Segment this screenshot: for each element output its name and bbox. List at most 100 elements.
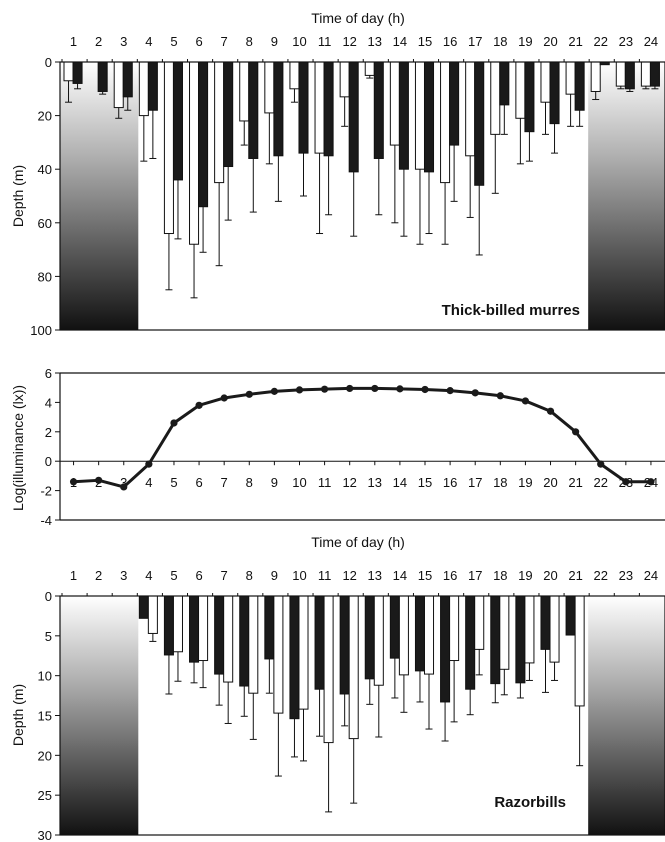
murres-x-tick-label: 2 — [95, 34, 102, 49]
illuminance-data-point — [346, 384, 354, 393]
murres-bar — [172, 61, 183, 181]
illuminance-x-tick-label: 21 — [568, 475, 582, 490]
illuminance-x-tick-label: 14 — [393, 475, 407, 490]
murres-bar — [113, 61, 124, 109]
razorbills-bar — [264, 595, 275, 660]
razorbills-x-tick-label: 16 — [443, 568, 457, 583]
murres-bar — [264, 61, 275, 114]
illuminance-data-point — [220, 394, 228, 402]
illuminance-x-axis-title: Time of day (h) — [311, 534, 405, 550]
razorbills-bar — [223, 595, 234, 683]
murres-bar — [163, 61, 174, 235]
illuminance-data-point — [320, 385, 329, 393]
razorbills-bar — [189, 595, 200, 663]
murres-night-shading — [60, 62, 139, 330]
razorbills-x-tick-label: 7 — [221, 568, 228, 583]
razorbills-y-tick-label: 30 — [38, 828, 52, 842]
murres-bar — [540, 61, 551, 103]
razorbills-x-tick-label: 20 — [543, 568, 557, 583]
murres-y-tick-label: 0 — [45, 55, 52, 70]
razorbills-x-tick-label: 2 — [95, 568, 102, 583]
razorbills-bar — [214, 595, 225, 675]
murres-night-shading — [588, 62, 665, 330]
murres-x-tick-label: 24 — [644, 34, 658, 49]
murres-x-tick-label: 7 — [221, 34, 228, 49]
murres-y-tick-label: 20 — [38, 109, 52, 124]
razorbills-bar — [499, 595, 510, 670]
murres-bar — [63, 61, 74, 82]
murres-bar — [465, 61, 476, 157]
murres-bar — [97, 61, 108, 92]
razorbills-bar — [323, 595, 334, 744]
illuminance-data-point — [295, 386, 304, 394]
razorbills-bar — [163, 595, 174, 656]
murres-y-tick-label: 40 — [38, 162, 52, 177]
razorbills-bar — [389, 595, 400, 659]
murres-bar — [138, 61, 149, 117]
murres-x-tick-label: 1 — [70, 34, 77, 49]
murres-bar — [389, 61, 400, 146]
murres-bar — [474, 61, 485, 186]
murres-y-axis-title: Depth (m) — [10, 165, 26, 227]
razorbills-x-tick-label: 18 — [493, 568, 507, 583]
murres-x-tick-label: 16 — [443, 34, 457, 49]
murres-bar — [189, 61, 200, 245]
illuminance-data-point — [421, 385, 429, 394]
murres-bar — [273, 61, 284, 157]
illuminance-x-tick-label: 6 — [195, 475, 202, 490]
razorbills-y-tick-label: 0 — [45, 589, 52, 604]
murres-x-tick-label: 11 — [318, 34, 332, 49]
murres-y-tick-label: 100 — [30, 323, 52, 338]
murres-bar — [449, 61, 460, 146]
illuminance-data-point — [647, 478, 655, 486]
murres-bar — [214, 61, 225, 184]
murres-panel-label: Thick-billed murres — [442, 302, 580, 319]
murres-x-tick-label: 17 — [468, 34, 482, 49]
razorbills-y-tick-label: 15 — [38, 709, 52, 724]
illuminance-data-point — [597, 460, 605, 468]
razorbills-bar — [549, 595, 560, 663]
razorbills-y-tick-label: 25 — [38, 788, 52, 803]
razorbills-night-shading — [588, 596, 665, 835]
razorbills-bar — [138, 595, 149, 619]
illuminance-y-tick-label: -2 — [40, 484, 52, 499]
murres-x-tick-label: 19 — [518, 34, 532, 49]
razorbills-bar — [348, 595, 359, 740]
illuminance-x-tick-label: 3 — [120, 475, 127, 490]
illuminance-x-tick-label: 18 — [493, 475, 507, 490]
murres-x-tick-label: 10 — [292, 34, 306, 49]
murres-x-tick-label: 14 — [393, 34, 407, 49]
razorbills-bar — [540, 595, 551, 650]
razorbills-bar — [524, 595, 535, 664]
illuminance-x-tick-label: 7 — [221, 475, 228, 490]
illuminance-x-tick-label: 15 — [418, 475, 432, 490]
murres-x-tick-label: 18 — [493, 34, 507, 49]
razorbills-x-tick-label: 1 — [70, 568, 77, 583]
razorbills-x-tick-label: 24 — [644, 568, 658, 583]
illuminance-x-tick-label: 4 — [145, 475, 152, 490]
razorbills-y-tick-label: 5 — [45, 629, 52, 644]
illuminance-x-tick-label: 13 — [368, 475, 382, 490]
murres-bar — [239, 61, 250, 122]
razorbills-bar — [364, 595, 375, 680]
illuminance-data-point — [120, 483, 128, 491]
illuminance-data-point — [170, 419, 178, 427]
illuminance-y-tick-label: 6 — [45, 366, 52, 381]
illuminance-data-point — [396, 385, 404, 393]
razorbills-x-tick-label: 17 — [468, 568, 482, 583]
murres-bar — [590, 61, 601, 92]
illuminance-data-point — [471, 389, 479, 397]
razorbills-bar — [147, 595, 158, 634]
murres-bar — [565, 61, 576, 95]
murres-bar — [649, 61, 660, 87]
razorbills-bar — [273, 595, 284, 714]
murres-bar — [640, 61, 651, 87]
murres-plot-frame — [59, 61, 665, 331]
illuminance-data-point — [371, 384, 379, 393]
murres-x-tick-label: 8 — [246, 34, 253, 49]
murres-bar — [122, 61, 133, 98]
murres-bar — [398, 61, 409, 170]
murres-bar — [339, 61, 350, 98]
